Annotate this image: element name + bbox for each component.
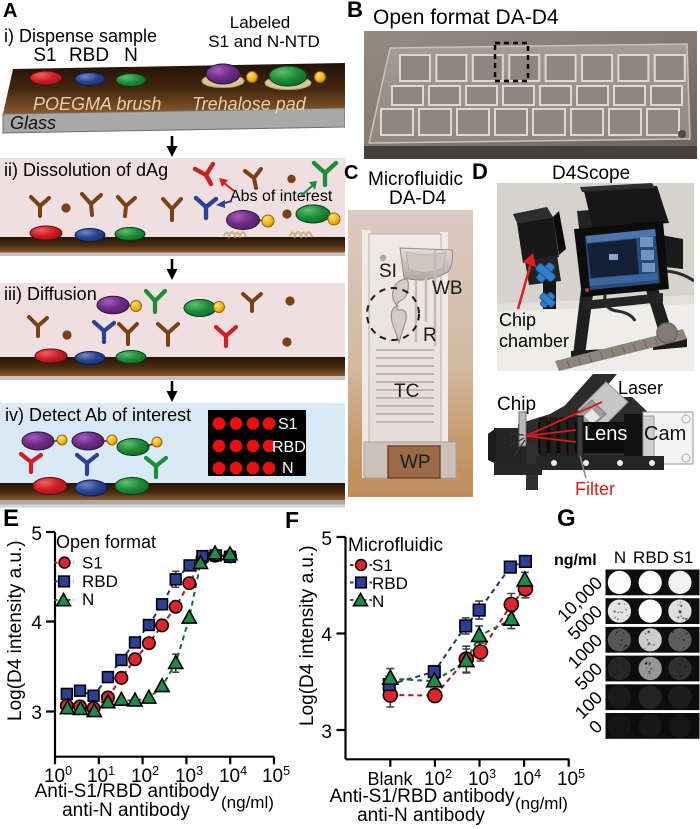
svg-text:Glass: Glass — [10, 113, 56, 133]
svg-text:102: 102 — [131, 764, 159, 787]
svg-text:RBD: RBD — [633, 548, 669, 567]
svg-text:104: 104 — [219, 764, 247, 787]
svg-text:Lens: Lens — [584, 423, 627, 445]
svg-text:Filter: Filter — [575, 479, 615, 499]
svg-text:N: N — [614, 548, 626, 567]
svg-text:N: N — [124, 45, 138, 66]
svg-text:POEGMA brush: POEGMA brush — [33, 94, 161, 114]
svg-text:105: 105 — [262, 764, 290, 787]
svg-text:Log(D4 intensity a.u.): Log(D4 intensity a.u.) — [297, 545, 318, 726]
svg-text:ii) Dissolution of dAg: ii) Dissolution of dAg — [4, 160, 168, 180]
svg-text:Laser: Laser — [618, 378, 663, 398]
svg-text:Anti-S1/RBD antibody: Anti-S1/RBD antibody — [330, 786, 515, 807]
svg-text:TC: TC — [394, 381, 419, 402]
svg-text:Chip: Chip — [499, 310, 536, 330]
svg-text:(ng/ml): (ng/ml) — [515, 794, 568, 813]
svg-text:WB: WB — [432, 278, 463, 299]
svg-text:N: N — [282, 460, 294, 477]
svg-text:Anti-S1/RBD antibody: Anti-S1/RBD antibody — [35, 781, 220, 802]
svg-text:Open format: Open format — [56, 532, 156, 552]
svg-text:3: 3 — [321, 722, 332, 743]
svg-text:Chip: Chip — [497, 394, 536, 415]
svg-text:RBD: RBD — [69, 45, 109, 66]
svg-text:Log(D4 intensity a.u.): Log(D4 intensity a.u.) — [5, 540, 26, 721]
svg-text:102: 102 — [424, 767, 452, 790]
svg-text:RBD: RBD — [272, 439, 306, 456]
svg-text:3: 3 — [31, 703, 42, 724]
svg-text:anti-N antibody: anti-N antibody — [357, 805, 485, 826]
svg-text:4: 4 — [321, 625, 332, 646]
svg-text:0: 0 — [585, 716, 606, 737]
svg-text:A: A — [3, 0, 17, 22]
svg-text:RBD: RBD — [82, 572, 118, 591]
svg-text:S1: S1 — [278, 416, 298, 433]
svg-text:iv) Detect Ab of interest: iv) Detect Ab of interest — [5, 405, 191, 425]
svg-text:WP: WP — [400, 452, 431, 473]
svg-text:i) Dispense sample: i) Dispense sample — [4, 26, 157, 46]
svg-text:RBD: RBD — [372, 574, 408, 593]
svg-text:103: 103 — [175, 764, 203, 787]
svg-text:R: R — [423, 325, 437, 346]
svg-text:5: 5 — [321, 529, 332, 550]
svg-text:S1: S1 — [33, 45, 56, 66]
svg-text:N: N — [82, 590, 94, 609]
svg-text:101: 101 — [87, 764, 115, 787]
svg-text:103: 103 — [468, 767, 496, 790]
svg-text:S1: S1 — [372, 556, 393, 575]
svg-text:(ng/ml): (ng/ml) — [221, 793, 274, 812]
svg-text:4: 4 — [31, 613, 42, 634]
svg-text:100: 100 — [571, 687, 606, 722]
svg-text:Cam: Cam — [644, 423, 686, 445]
svg-text:S1 and N-NTD: S1 and N-NTD — [208, 32, 319, 51]
svg-text:Abs of interest: Abs of interest — [230, 188, 333, 205]
svg-text:Labeled: Labeled — [230, 13, 291, 32]
svg-text:ng/ml: ng/ml — [554, 552, 597, 569]
svg-text:SI: SI — [379, 261, 397, 282]
svg-text:S1: S1 — [82, 554, 103, 573]
svg-text:S1: S1 — [673, 548, 694, 567]
svg-text:104: 104 — [513, 767, 541, 790]
svg-text:chamber: chamber — [499, 331, 569, 351]
svg-text:5: 5 — [31, 524, 42, 545]
svg-text:iii) Diffusion: iii) Diffusion — [4, 284, 97, 304]
svg-text:N: N — [372, 592, 384, 611]
svg-text:100: 100 — [44, 764, 72, 787]
svg-text:anti-N antibody: anti-N antibody — [62, 800, 190, 821]
svg-text:Trehalose pad: Trehalose pad — [192, 94, 307, 114]
svg-text:Microfluidic: Microfluidic — [348, 535, 443, 556]
svg-text:105: 105 — [557, 767, 585, 790]
svg-text:Blank: Blank — [367, 769, 413, 789]
